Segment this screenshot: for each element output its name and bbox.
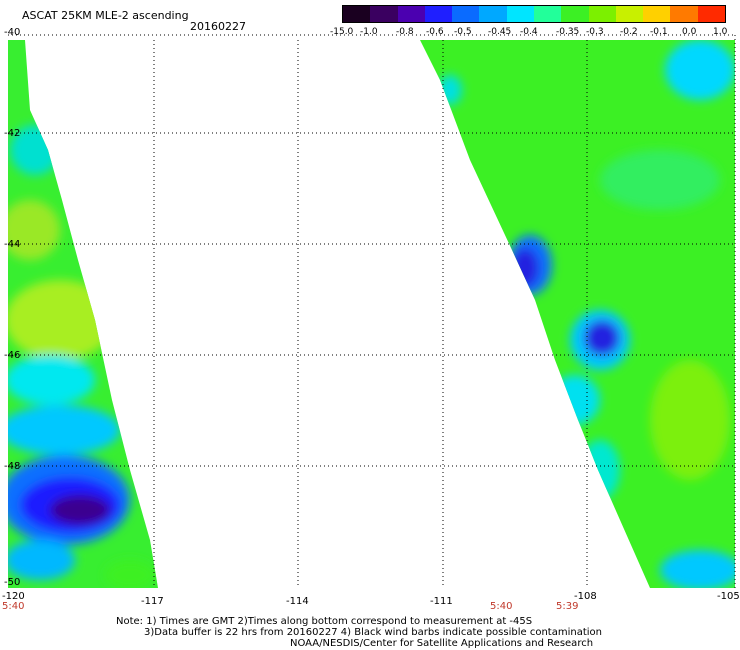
map-title: ASCAT 25KM MLE-2 ascending: [22, 9, 189, 22]
colorbar-label: 1.0: [713, 27, 728, 37]
colorbar-swatch: [533, 6, 562, 22]
colorbar-label: -0.3: [586, 27, 604, 37]
colorbar-label: -0.8: [396, 27, 414, 37]
y-tick-label: -46: [4, 350, 21, 361]
colorbar-swatch: [670, 6, 698, 22]
x-tick-label: -105: [717, 591, 740, 602]
y-tick-label: -50: [4, 577, 21, 588]
x-tick-label: -114: [286, 596, 309, 607]
colorbar-label: -1.0: [360, 27, 378, 37]
y-tick-label: -40: [4, 27, 21, 38]
grid: [8, 34, 736, 588]
colorbar-swatch: [452, 6, 480, 22]
colorbar-label: -0.1: [650, 27, 668, 37]
x-tick-label: -108: [574, 591, 597, 602]
y-tick-label: -44: [4, 239, 21, 250]
colorbar-swatch: [424, 6, 453, 22]
swath-time: 5:40: [490, 601, 513, 612]
colorbar-swatch: [370, 6, 398, 22]
swath-time: 5:40: [2, 601, 25, 612]
colorbar-label: -0.5: [454, 27, 472, 37]
y-tick-label: -48: [4, 461, 21, 472]
footnote-line-2: 3)Data buffer is 22 hrs from 20160227 4)…: [144, 627, 602, 638]
right-swath: [420, 40, 735, 588]
colorbar-label: -0.45: [488, 27, 512, 37]
colorbar-label: -0.2: [620, 27, 638, 37]
footnote-credit: NOAA/NESDIS/Center for Satellite Applica…: [290, 638, 594, 649]
colorbar-swatch: [506, 6, 534, 22]
x-tick-label: -117: [141, 596, 164, 607]
colorbar-swatch: [615, 6, 644, 22]
colorbar-label: -0.4: [520, 27, 538, 37]
colorbar: [342, 5, 726, 23]
colorbar-label: -0.6: [426, 27, 444, 37]
left-swath: [8, 40, 158, 588]
colorbar-swatch: [397, 6, 425, 22]
colorbar-swatch: [561, 6, 589, 22]
colorbar-labels: -15.0 -1.0 -0.8 -0.6 -0.5 -0.45 -0.4 -0.…: [330, 0, 740, 40]
colorbar-label: 0.0: [682, 27, 697, 37]
x-tick-label: -111: [430, 596, 453, 607]
y-tick-label: -42: [4, 128, 21, 139]
colorbar-swatch: [343, 6, 371, 22]
colorbar-swatch: [479, 6, 507, 22]
colorbar-label: -15.0: [330, 27, 354, 37]
x-tick-label: -120: [2, 591, 25, 602]
swath-time: 5:39: [556, 601, 579, 612]
map-date: 20160227: [190, 20, 246, 33]
colorbar-swatch: [588, 6, 616, 22]
colorbar-swatch: [697, 6, 725, 22]
footnote-line-1: Note: 1) Times are GMT 2)Times along bot…: [116, 616, 533, 627]
colorbar-swatch: [643, 6, 671, 22]
colorbar-label: -0.35: [556, 27, 580, 37]
